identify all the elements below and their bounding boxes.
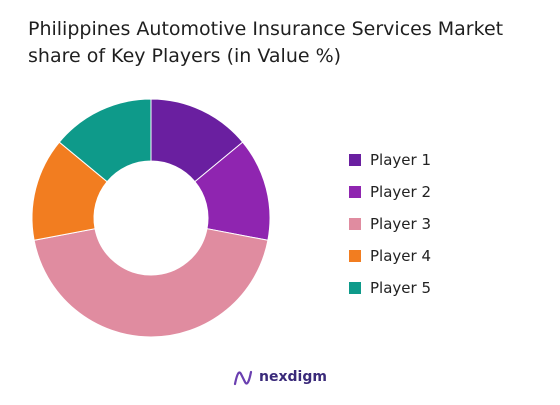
chart-legend: Player 1 Player 2 Player 3 Player 4 Player 5 [349, 144, 431, 304]
legend-item-4: Player 4 [349, 240, 431, 272]
brand-footer: nexdigm [0, 368, 560, 386]
legend-label: Player 1 [370, 151, 431, 169]
legend-item-2: Player 2 [349, 176, 431, 208]
donut-slice-5 [58, 98, 152, 183]
legend-swatch [349, 218, 361, 230]
legend-swatch [349, 282, 361, 294]
legend-label: Player 2 [370, 183, 431, 201]
legend-swatch [349, 186, 361, 198]
chart-title: Philippines Automotive Insurance Service… [28, 18, 504, 67]
legend-swatch [349, 154, 361, 166]
legend-label: Player 4 [370, 247, 431, 265]
legend-swatch [349, 250, 361, 262]
legend-item-5: Player 5 [349, 272, 431, 304]
donut-slice-3 [33, 228, 269, 338]
legend-label: Player 3 [370, 215, 431, 233]
legend-item-3: Player 3 [349, 208, 431, 240]
legend-item-1: Player 1 [349, 144, 431, 176]
nexdigm-logo-icon [233, 370, 253, 386]
brand-name: nexdigm [259, 369, 327, 385]
legend-label: Player 5 [370, 279, 431, 297]
